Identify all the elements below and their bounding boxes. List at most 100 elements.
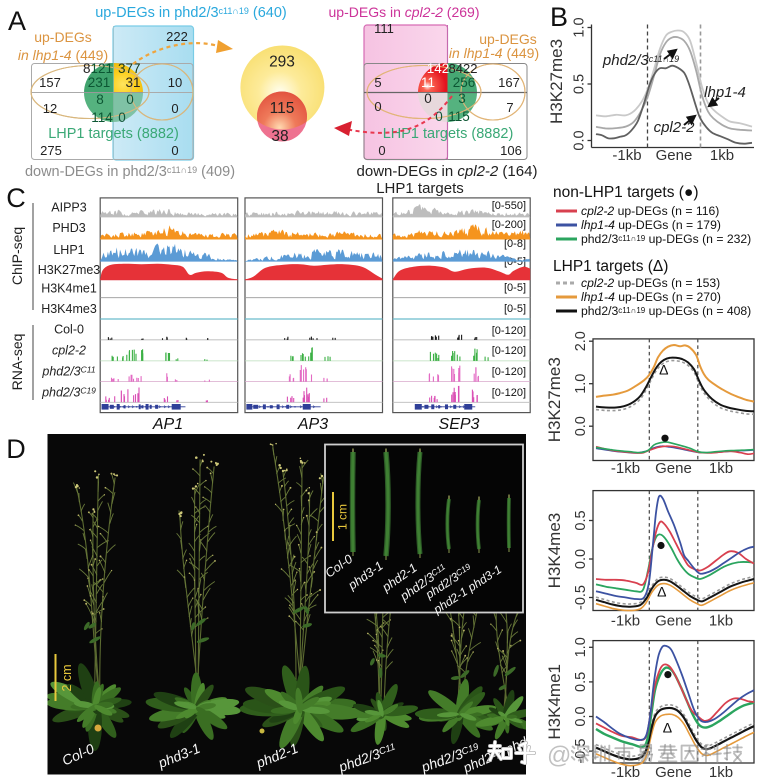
svg-text:H3K4me3: H3K4me3 bbox=[41, 302, 97, 316]
svg-text:0: 0 bbox=[424, 91, 432, 106]
svg-text:up-DEGs: up-DEGs bbox=[479, 31, 537, 47]
svg-text:LHP1 targets (Δ): LHP1 targets (Δ) bbox=[553, 258, 668, 275]
svg-text:-1kb: -1kb bbox=[611, 764, 640, 781]
svg-text:0: 0 bbox=[378, 143, 385, 158]
svg-text:1kb: 1kb bbox=[709, 764, 733, 781]
svg-text:0.5: 0.5 bbox=[573, 672, 589, 692]
svg-text:ChIP-seq: ChIP-seq bbox=[9, 227, 25, 285]
svg-text:[0-120]: [0-120] bbox=[492, 387, 526, 399]
svg-text:114: 114 bbox=[91, 110, 113, 125]
svg-text:[0-5]: [0-5] bbox=[504, 303, 526, 315]
svg-text:0: 0 bbox=[171, 143, 178, 158]
svg-text:phd2/3c11∩19: phd2/3c11∩19 bbox=[602, 52, 679, 69]
svg-text:cpl2-2 up-DEGs (n = 116): cpl2-2 up-DEGs (n = 116) bbox=[581, 204, 719, 218]
svg-text:8: 8 bbox=[96, 92, 104, 107]
svg-text:-1kb: -1kb bbox=[612, 147, 641, 164]
svg-text:0.0: 0.0 bbox=[572, 130, 588, 150]
svg-text:0.0: 0.0 bbox=[573, 416, 589, 436]
svg-text:Δ: Δ bbox=[663, 720, 672, 736]
svg-text:H3K4me3: H3K4me3 bbox=[545, 513, 564, 589]
svg-text:[0-200]: [0-200] bbox=[492, 219, 526, 231]
svg-text:H3K27me3: H3K27me3 bbox=[545, 357, 564, 442]
svg-text:LHP1: LHP1 bbox=[53, 243, 84, 257]
svg-text:0: 0 bbox=[374, 99, 381, 114]
svg-text:157: 157 bbox=[39, 75, 61, 90]
svg-text:0: 0 bbox=[171, 101, 178, 116]
svg-text:down-DEGs in cpl2-2 (164): down-DEGs in cpl2-2 (164) bbox=[357, 163, 538, 180]
svg-text:2 cm: 2 cm bbox=[60, 664, 74, 691]
svg-text:222: 222 bbox=[166, 29, 188, 44]
svg-text:phd2/3C11: phd2/3C11 bbox=[41, 365, 95, 379]
svg-text:1.0: 1.0 bbox=[573, 637, 589, 657]
svg-text:10: 10 bbox=[168, 75, 182, 90]
svg-text:cpl2-2 up-DEGs (n = 153): cpl2-2 up-DEGs (n = 153) bbox=[581, 276, 720, 290]
svg-text:cpl2-2: cpl2-2 bbox=[52, 344, 86, 358]
svg-text:[0-120]: [0-120] bbox=[492, 366, 526, 378]
svg-text:111: 111 bbox=[374, 21, 394, 36]
svg-text:LHP1 targets: LHP1 targets bbox=[376, 180, 464, 197]
svg-text:phd2/3c11∩19 up-DEGs (n = 232): phd2/3c11∩19 up-DEGs (n = 232) bbox=[581, 232, 751, 246]
svg-text:275: 275 bbox=[40, 143, 62, 158]
svg-text:PHD3: PHD3 bbox=[52, 221, 85, 235]
svg-text:phd2/3C19: phd2/3C19 bbox=[41, 386, 96, 400]
svg-text:1 cm: 1 cm bbox=[336, 504, 350, 530]
svg-text:1kb: 1kb bbox=[710, 147, 734, 164]
svg-text:2.0: 2.0 bbox=[573, 331, 589, 351]
svg-text:Gene: Gene bbox=[655, 460, 692, 477]
svg-text:0.5: 0.5 bbox=[572, 74, 588, 94]
svg-text:H3K4me1: H3K4me1 bbox=[41, 282, 97, 296]
svg-text:AIPP3: AIPP3 bbox=[51, 201, 86, 215]
svg-text:lhp1-4: lhp1-4 bbox=[704, 84, 746, 101]
svg-text:lhp1-4 up-DEGs (n = 179): lhp1-4 up-DEGs (n = 179) bbox=[581, 218, 721, 232]
svg-text:Gene: Gene bbox=[656, 147, 693, 164]
svg-text:115: 115 bbox=[448, 109, 470, 124]
svg-text:-1kb: -1kb bbox=[611, 460, 640, 477]
svg-text:lhp1-4 up-DEGs (n = 270): lhp1-4 up-DEGs (n = 270) bbox=[581, 290, 721, 304]
svg-text:H3K27me3: H3K27me3 bbox=[547, 39, 566, 124]
svg-text:12: 12 bbox=[43, 101, 57, 116]
svg-text:RNA-seq: RNA-seq bbox=[9, 334, 25, 391]
svg-text:A: A bbox=[8, 6, 26, 36]
svg-text:AP1: AP1 bbox=[152, 416, 183, 433]
svg-text:0: 0 bbox=[118, 110, 126, 125]
svg-text:Gene: Gene bbox=[655, 764, 692, 781]
svg-text:115: 115 bbox=[270, 100, 295, 117]
svg-text:3: 3 bbox=[458, 91, 466, 106]
svg-text:1kb: 1kb bbox=[709, 460, 733, 477]
svg-text:@: @ bbox=[547, 742, 571, 769]
svg-text:Col-0: Col-0 bbox=[54, 323, 84, 337]
svg-text:-0.5: -0.5 bbox=[573, 585, 589, 610]
svg-text:0.0: 0.0 bbox=[573, 706, 589, 726]
svg-text:1.0: 1.0 bbox=[573, 374, 589, 394]
svg-text:phd2/3c11∩19 up-DEGs (n = 408): phd2/3c11∩19 up-DEGs (n = 408) bbox=[581, 304, 751, 318]
svg-text:[0-120]: [0-120] bbox=[492, 325, 526, 337]
svg-text:non-LHP1 targets (●): non-LHP1 targets (●) bbox=[553, 184, 698, 201]
svg-text:B: B bbox=[550, 2, 568, 32]
svg-text:Δ: Δ bbox=[657, 584, 666, 600]
svg-text:Δ: Δ bbox=[659, 362, 668, 378]
svg-text:in lhp1-4 (449): in lhp1-4 (449) bbox=[18, 47, 108, 63]
svg-text:down-DEGs in phd2/3c11∩19 (409: down-DEGs in phd2/3c11∩19 (409) bbox=[25, 164, 235, 180]
svg-text:11: 11 bbox=[421, 75, 435, 90]
svg-text:-1kb: -1kb bbox=[611, 613, 640, 630]
svg-text:SEP3: SEP3 bbox=[439, 416, 480, 433]
svg-text:H3K27me3: H3K27me3 bbox=[38, 263, 101, 277]
svg-text:up-DEGs: up-DEGs bbox=[34, 29, 92, 45]
svg-text:1kb: 1kb bbox=[709, 613, 733, 630]
svg-text:142: 142 bbox=[427, 61, 450, 76]
svg-text:0: 0 bbox=[126, 92, 134, 107]
svg-text:167: 167 bbox=[498, 75, 520, 90]
svg-text:LHP1 targets (8882): LHP1 targets (8882) bbox=[48, 126, 179, 142]
svg-text:8121: 8121 bbox=[83, 61, 113, 76]
svg-text:LHP1 targets (8882): LHP1 targets (8882) bbox=[383, 126, 514, 142]
svg-text:38: 38 bbox=[271, 128, 288, 145]
svg-text:377: 377 bbox=[118, 61, 141, 76]
svg-text:D: D bbox=[6, 434, 26, 464]
svg-text:C: C bbox=[6, 183, 26, 213]
svg-text:0.5: 0.5 bbox=[573, 510, 589, 530]
svg-text:[0-550]: [0-550] bbox=[492, 200, 526, 212]
svg-text:0: 0 bbox=[435, 109, 443, 124]
svg-text:0.0: 0.0 bbox=[573, 549, 589, 569]
svg-text:AP3: AP3 bbox=[297, 416, 328, 433]
svg-text:Gene: Gene bbox=[655, 613, 692, 630]
